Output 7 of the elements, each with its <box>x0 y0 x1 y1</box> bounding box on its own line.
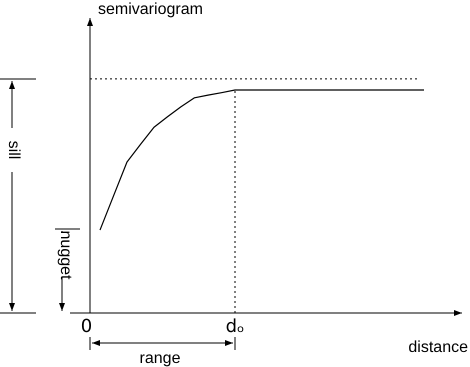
text: nugget <box>58 230 74 280</box>
x-axis-title: distance <box>408 339 468 356</box>
x-tick-label: 0 <box>80 316 92 337</box>
text: range <box>140 350 181 366</box>
text: sill <box>6 140 22 160</box>
y-axis-title: semivariogram <box>98 1 203 18</box>
x-tick-label: dₒ <box>226 316 244 337</box>
